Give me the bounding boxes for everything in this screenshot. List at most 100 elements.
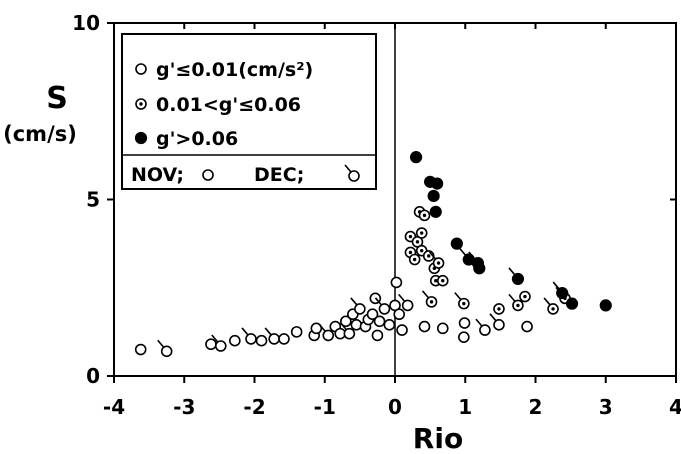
y-tick-label: 10	[72, 11, 100, 35]
december-tail	[211, 334, 219, 343]
marker-body	[401, 299, 414, 312]
data-point	[599, 299, 612, 312]
data-point	[552, 281, 569, 300]
data-point	[543, 297, 559, 315]
data-point	[418, 320, 431, 333]
data-point	[519, 290, 531, 303]
marker-body	[340, 315, 352, 328]
data-point	[398, 293, 414, 312]
marker-body	[427, 189, 440, 203]
data-point	[340, 315, 352, 328]
marker-body	[436, 322, 449, 335]
data-point	[408, 253, 421, 266]
december-tail	[398, 293, 406, 302]
marker-body	[135, 63, 147, 75]
x-tick-label: 4	[669, 395, 681, 419]
marker-body	[378, 303, 391, 315]
marker-body	[458, 317, 471, 329]
marker-body	[290, 326, 303, 338]
x-tick-label: 0	[388, 395, 402, 419]
marker-body	[245, 333, 257, 345]
december-tail	[543, 297, 551, 306]
data-point	[134, 343, 147, 356]
marker-body	[229, 334, 241, 347]
data-point	[366, 308, 379, 321]
marker-body	[450, 237, 463, 250]
marker-body	[418, 320, 431, 333]
x-axis-title: Rio	[413, 422, 463, 454]
data-point	[473, 262, 486, 275]
december-tail	[157, 339, 165, 348]
marker-dot	[415, 240, 420, 244]
data-point	[521, 320, 533, 333]
data-point	[255, 334, 268, 347]
marker-dot	[436, 261, 441, 265]
data-point	[436, 274, 449, 287]
data-point	[318, 323, 335, 342]
marker-dot	[523, 294, 527, 299]
december-tail	[508, 293, 516, 302]
december-tail	[241, 327, 249, 336]
data-point	[310, 322, 323, 335]
x-tick-label: 2	[529, 395, 543, 419]
data-point	[454, 292, 470, 310]
marker-body	[205, 338, 217, 351]
x-tick-label: -3	[173, 395, 195, 419]
marker-body	[556, 286, 569, 300]
marker-body	[373, 315, 386, 328]
marker-body	[134, 343, 147, 356]
december-tail	[454, 292, 462, 301]
marker-body	[409, 151, 423, 164]
marker-body	[511, 272, 525, 286]
marker-dot	[516, 303, 520, 308]
y-tick-label: 0	[86, 364, 100, 388]
axis-ticks	[107, 22, 677, 383]
marker-body	[214, 340, 227, 352]
data-points	[134, 151, 612, 358]
marker-body	[458, 331, 470, 343]
data-point	[508, 293, 524, 312]
december-tail	[374, 297, 383, 306]
legend-month-marker	[202, 169, 214, 181]
data-point	[421, 290, 438, 308]
legend-month-label: NOV;	[131, 164, 184, 186]
marker-dot	[422, 213, 427, 218]
december-tail	[459, 247, 467, 257]
data-point	[374, 297, 391, 315]
data-point	[429, 205, 442, 218]
data-point	[396, 324, 408, 336]
data-point	[431, 177, 444, 190]
december-tail	[344, 164, 352, 173]
marker-dot	[419, 231, 424, 235]
data-point	[458, 317, 471, 329]
data-point	[278, 333, 290, 345]
marker-dot	[408, 234, 413, 239]
legend-label: g'≤0.01(cm/s²)	[156, 59, 313, 81]
marker-dot	[551, 307, 555, 311]
marker-dot	[412, 257, 417, 262]
marker-body	[390, 276, 403, 289]
marker-body	[431, 177, 444, 190]
data-point	[493, 303, 505, 315]
marker-dot	[408, 250, 413, 255]
marker-body	[134, 131, 148, 145]
marker-body	[599, 299, 612, 312]
marker-dot	[434, 278, 438, 283]
marker-body	[565, 297, 579, 310]
marker-body	[202, 169, 214, 181]
marker-dot	[139, 102, 143, 106]
data-point	[390, 276, 403, 289]
december-tail	[508, 267, 516, 276]
data-point	[371, 329, 384, 342]
legend-label: g'>0.06	[156, 128, 238, 150]
data-point	[418, 209, 431, 222]
december-tail	[350, 297, 358, 306]
december-tail	[552, 281, 560, 290]
december-tail	[468, 251, 476, 260]
marker-dot	[462, 301, 466, 306]
data-point	[428, 251, 445, 269]
december-tail	[264, 327, 272, 336]
data-point	[290, 326, 303, 338]
marker-body	[160, 345, 173, 358]
